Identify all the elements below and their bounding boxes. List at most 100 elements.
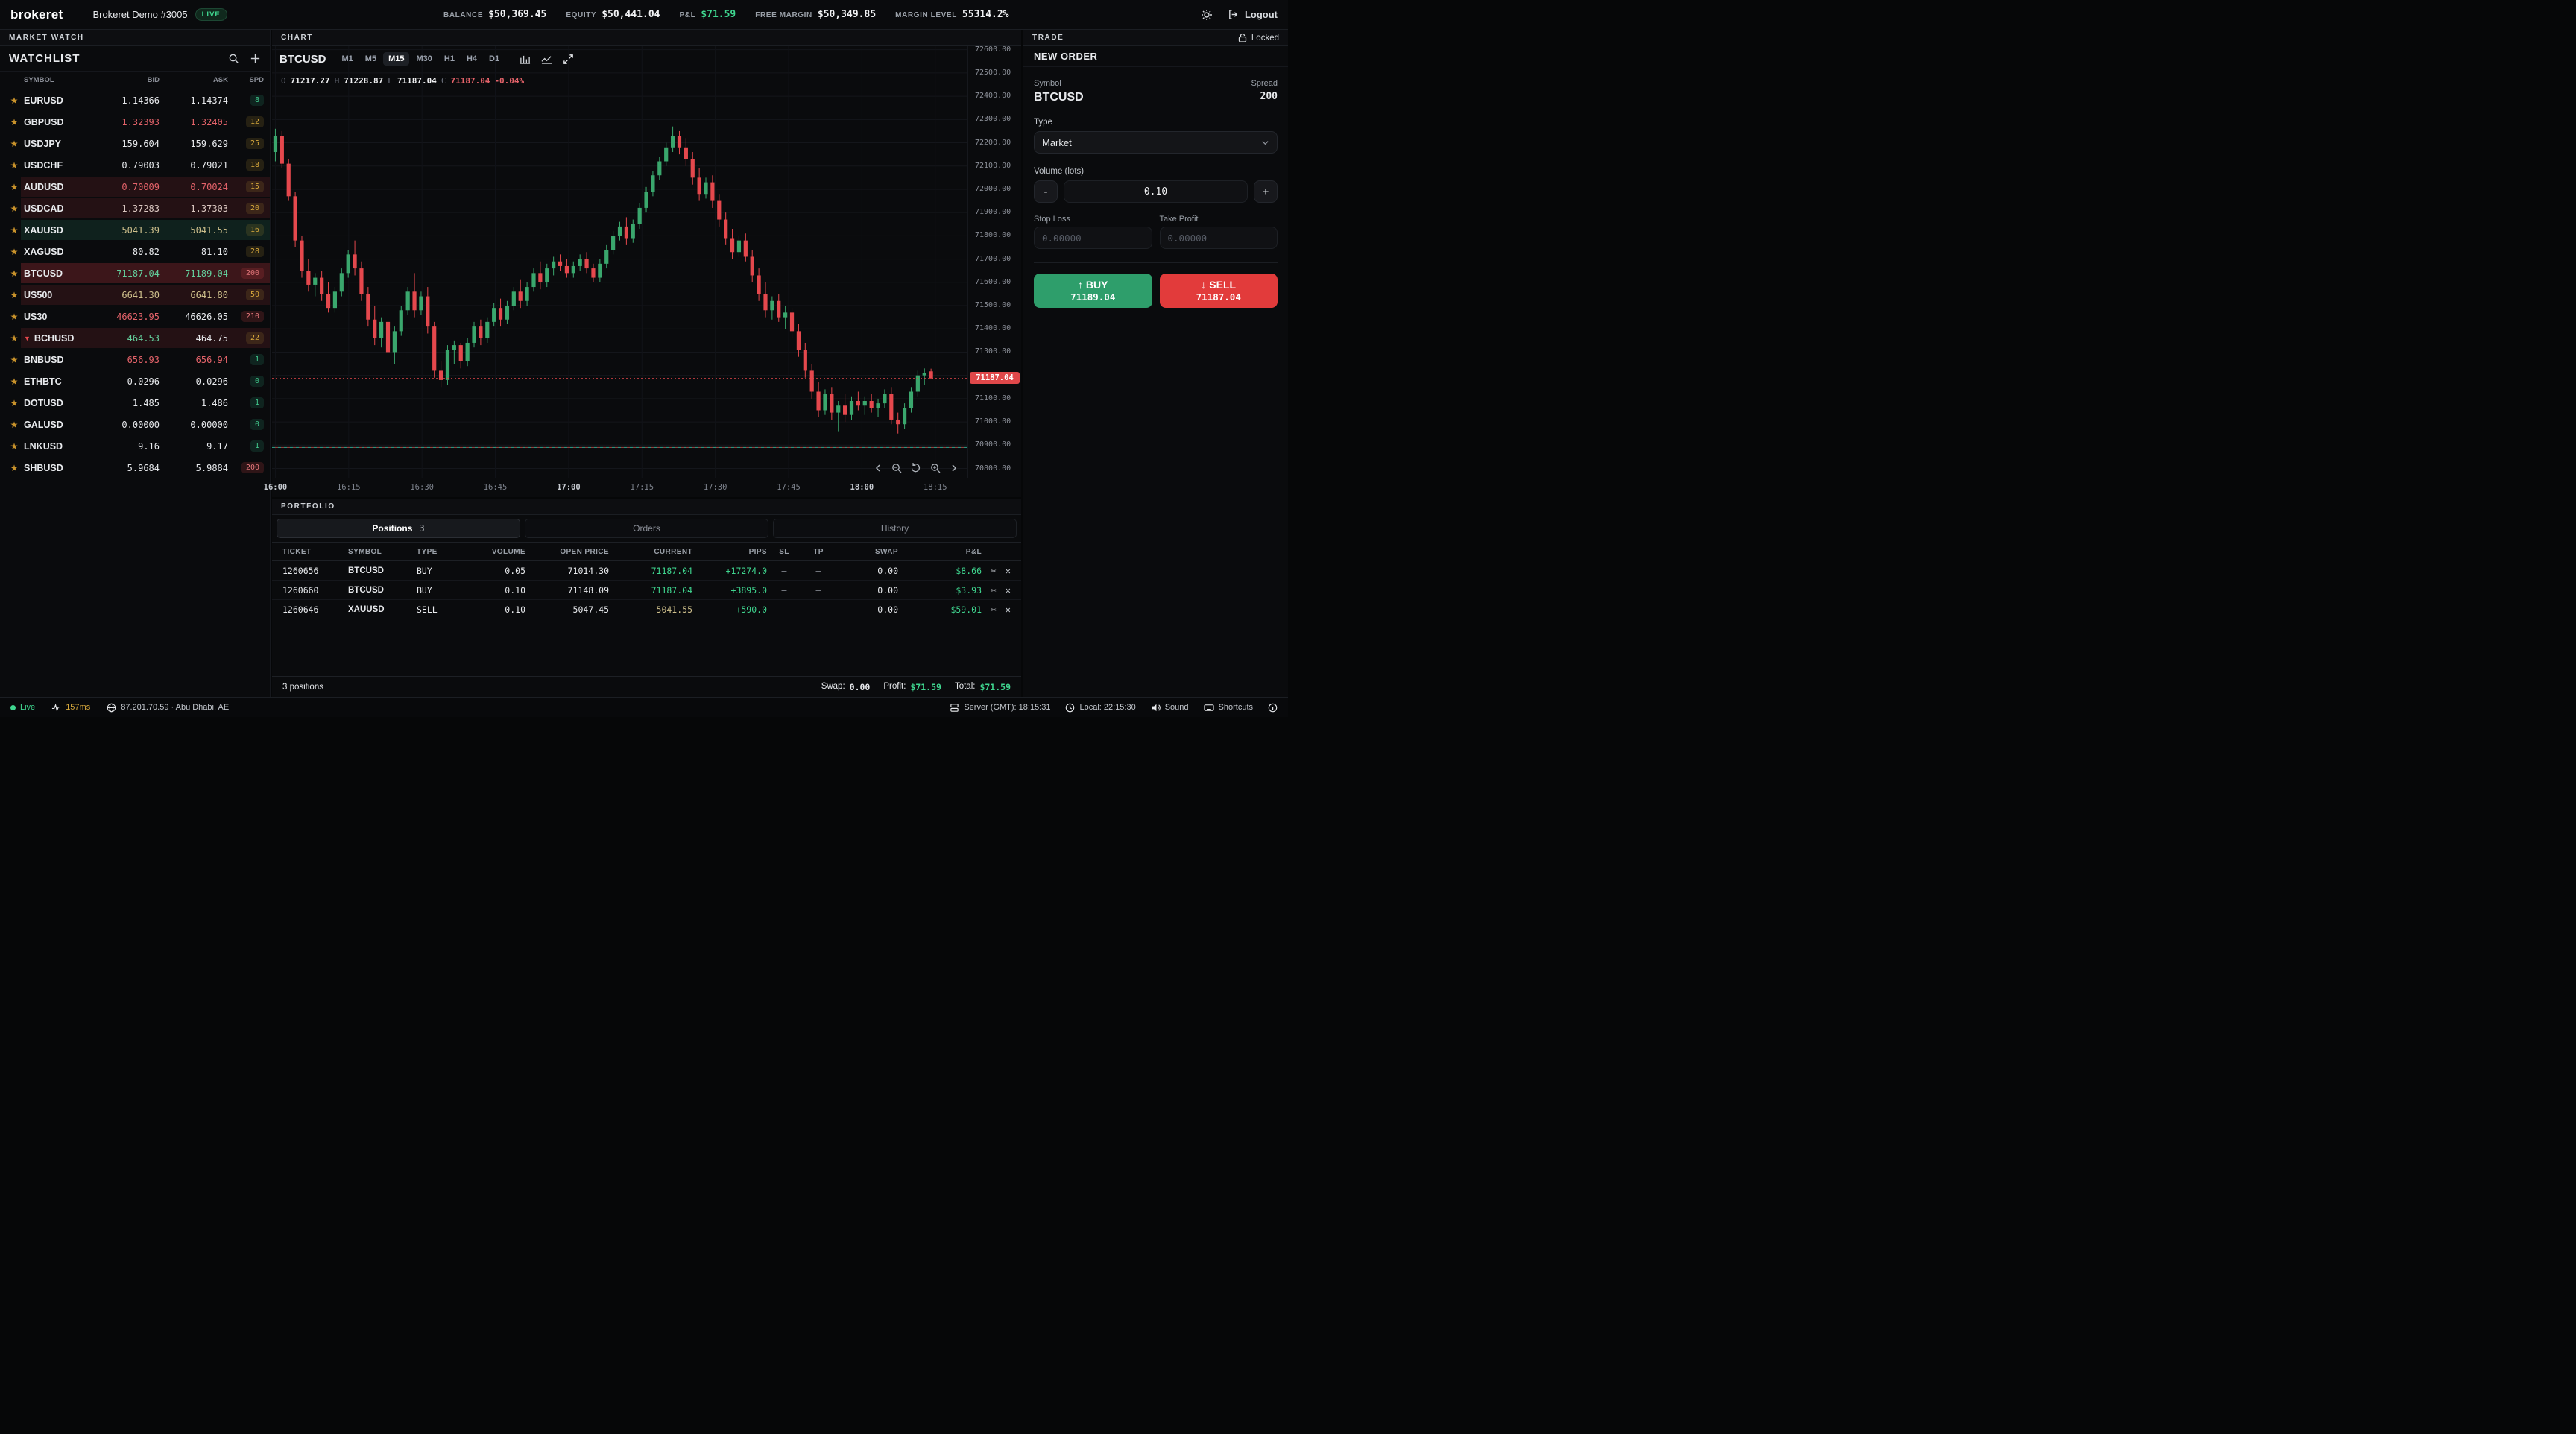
speaker-icon: [1152, 704, 1161, 711]
position-tp: —: [815, 584, 821, 596]
favorite-star-icon[interactable]: ★: [10, 95, 19, 106]
candlestick-view-icon[interactable]: [520, 54, 531, 65]
timeframe-m30[interactable]: M30: [416, 54, 432, 63]
shortcuts-button[interactable]: Shortcuts: [1203, 703, 1253, 713]
info-icon[interactable]: [1268, 703, 1278, 713]
zoom-out-icon[interactable]: [891, 463, 902, 473]
spread-cell: 0: [228, 419, 264, 430]
search-icon[interactable]: [228, 53, 239, 64]
watchlist-row[interactable]: ★ BNBUSD 656.93 656.94 1: [0, 349, 270, 370]
clock-icon: [1066, 703, 1075, 712]
zoom-in-icon[interactable]: [930, 463, 941, 473]
stop-loss-input[interactable]: [1034, 227, 1152, 249]
buy-button[interactable]: ↑ BUY 71189.04: [1034, 274, 1152, 308]
logout-button[interactable]: Logout: [1228, 9, 1278, 20]
fullscreen-icon[interactable]: [563, 54, 574, 65]
order-type-select[interactable]: Market: [1034, 131, 1278, 154]
line-view-icon[interactable]: [541, 54, 552, 65]
spread-cell: 50: [228, 289, 264, 300]
favorite-star-icon[interactable]: ★: [10, 268, 19, 279]
sound-toggle[interactable]: Sound: [1151, 703, 1189, 713]
position-row[interactable]: 1260656 BTCUSD BUY 0.05 71014.30 71187.04 +172…: [272, 561, 1021, 581]
favorite-star-icon[interactable]: ★: [10, 440, 19, 452]
favorite-star-icon[interactable]: ★: [10, 224, 19, 236]
favorite-star-icon[interactable]: ★: [10, 289, 19, 300]
favorite-star-icon[interactable]: ★: [10, 311, 19, 322]
watchlist-row[interactable]: ★ ETHBTC 0.0296 0.0296 0: [0, 370, 270, 392]
watchlist-row[interactable]: ★ BTCUSD 71187.04 71189.04 200: [0, 262, 270, 284]
favorite-star-icon[interactable]: ★: [10, 419, 19, 430]
volume-increase-button[interactable]: +: [1254, 180, 1278, 203]
spread-cell: 15: [228, 181, 264, 192]
watchlist-row[interactable]: ★ SHBUSD 5.9684 5.9884 200: [0, 457, 270, 478]
timeframe-h4[interactable]: H4: [466, 54, 477, 63]
favorite-star-icon[interactable]: ★: [10, 354, 19, 365]
lock-icon: [1238, 33, 1247, 42]
favorite-star-icon[interactable]: ★: [10, 203, 19, 214]
watchlist-row[interactable]: ★ US30 46623.95 46626.05 210: [0, 306, 270, 327]
position-row[interactable]: 1260660 BTCUSD BUY 0.10 71148.09 71187.04 +389…: [272, 581, 1021, 600]
symbol-name: GALUSD: [24, 419, 63, 430]
watchlist-row[interactable]: ★ USDJPY 159.604 159.629 25: [0, 133, 270, 154]
position-sl: —: [781, 584, 787, 596]
watchlist-row[interactable]: ★ EURUSD 1.14366 1.14374 8: [0, 89, 270, 111]
logout-icon: [1229, 10, 1238, 19]
favorite-star-icon[interactable]: ★: [10, 246, 19, 257]
tab-history[interactable]: History: [773, 519, 1017, 538]
watchlist-row[interactable]: ★ XAUUSD 5041.39 5041.55 16: [0, 219, 270, 241]
reset-view-icon[interactable]: [911, 463, 921, 473]
favorite-star-icon[interactable]: ★: [10, 332, 19, 344]
symbol-name: XAGUSD: [24, 246, 64, 257]
price-axis-label: 72200.00: [975, 138, 1011, 147]
watchlist-symbol: BNBUSD: [24, 355, 91, 365]
time-axis-label: 16:00: [263, 483, 288, 492]
watchlist-row[interactable]: ★ USDCAD 1.37283 1.37303 20: [0, 198, 270, 219]
close-position-icon[interactable]: ✕: [1005, 604, 1011, 615]
partial-close-icon[interactable]: ✂: [991, 584, 997, 596]
partial-close-icon[interactable]: ✂: [991, 604, 997, 615]
timeframe-m15[interactable]: M15: [383, 52, 410, 66]
favorite-star-icon[interactable]: ★: [10, 181, 19, 192]
take-profit-input[interactable]: [1159, 227, 1278, 249]
tab-positions[interactable]: Positions 3: [277, 519, 520, 538]
partial-close-icon[interactable]: ✂: [991, 565, 997, 576]
watchlist-row[interactable]: ★ US500 6641.30 6641.80 50: [0, 284, 270, 306]
watchlist-row[interactable]: ★ LNKUSD 9.16 9.17 1: [0, 435, 270, 457]
favorite-star-icon[interactable]: ★: [10, 376, 19, 387]
watchlist-row[interactable]: ★ ▼ BCHUSD 464.53 464.75 22: [0, 327, 270, 349]
positions-table: 1260656 BTCUSD BUY 0.05 71014.30 71187.04 +172…: [272, 561, 1021, 619]
theme-toggle-icon[interactable]: [1201, 9, 1213, 21]
timeframe-d1[interactable]: D1: [489, 54, 500, 63]
watchlist-row[interactable]: ★ GALUSD 0.00000 0.00000 0: [0, 414, 270, 435]
scroll-left-icon[interactable]: [874, 464, 883, 473]
watchlist-row[interactable]: ★ GBPUSD 1.32393 1.32405 12: [0, 111, 270, 133]
favorite-star-icon[interactable]: ★: [10, 462, 19, 473]
position-row[interactable]: 1260646 XAUUSD SELL 0.10 5047.45 5041.55 +590.…: [272, 600, 1021, 619]
spread-badge: 200: [241, 462, 264, 473]
scroll-right-icon[interactable]: [950, 464, 959, 473]
watchlist-row[interactable]: ★ USDCHF 0.79003 0.79021 18: [0, 154, 270, 176]
favorite-star-icon[interactable]: ★: [10, 138, 19, 149]
close-position-icon[interactable]: ✕: [1005, 565, 1011, 576]
favorite-star-icon[interactable]: ★: [10, 116, 19, 127]
timeframe-m5[interactable]: M5: [364, 54, 377, 63]
price-axis-label: 71700.00: [975, 254, 1011, 263]
add-symbol-icon[interactable]: [250, 53, 261, 64]
close-position-icon[interactable]: ✕: [1005, 584, 1011, 596]
watchlist-row[interactable]: ★ XAGUSD 80.82 81.10 28: [0, 241, 270, 262]
position-actions: ✂ ✕: [982, 604, 1011, 615]
spread-cell: 16: [228, 224, 264, 236]
favorite-star-icon[interactable]: ★: [10, 159, 19, 171]
watchlist-row[interactable]: ★ AUDUSD 0.70009 0.70024 15: [0, 176, 270, 198]
candlestick-chart[interactable]: [272, 46, 967, 478]
tab-orders[interactable]: Orders: [525, 519, 768, 538]
watchlist-row[interactable]: ★ DOTUSD 1.485 1.486 1: [0, 392, 270, 414]
volume-input[interactable]: [1064, 180, 1248, 203]
timeframe-h1[interactable]: H1: [443, 54, 455, 63]
spread-badge: 16: [245, 224, 264, 236]
volume-decrease-button[interactable]: -: [1034, 180, 1058, 203]
sell-button[interactable]: ↓ SELL 71187.04: [1159, 274, 1278, 308]
timeframe-m1[interactable]: M1: [341, 54, 353, 63]
favorite-star-icon[interactable]: ★: [10, 397, 19, 408]
locked-toggle[interactable]: Locked: [1238, 33, 1279, 42]
